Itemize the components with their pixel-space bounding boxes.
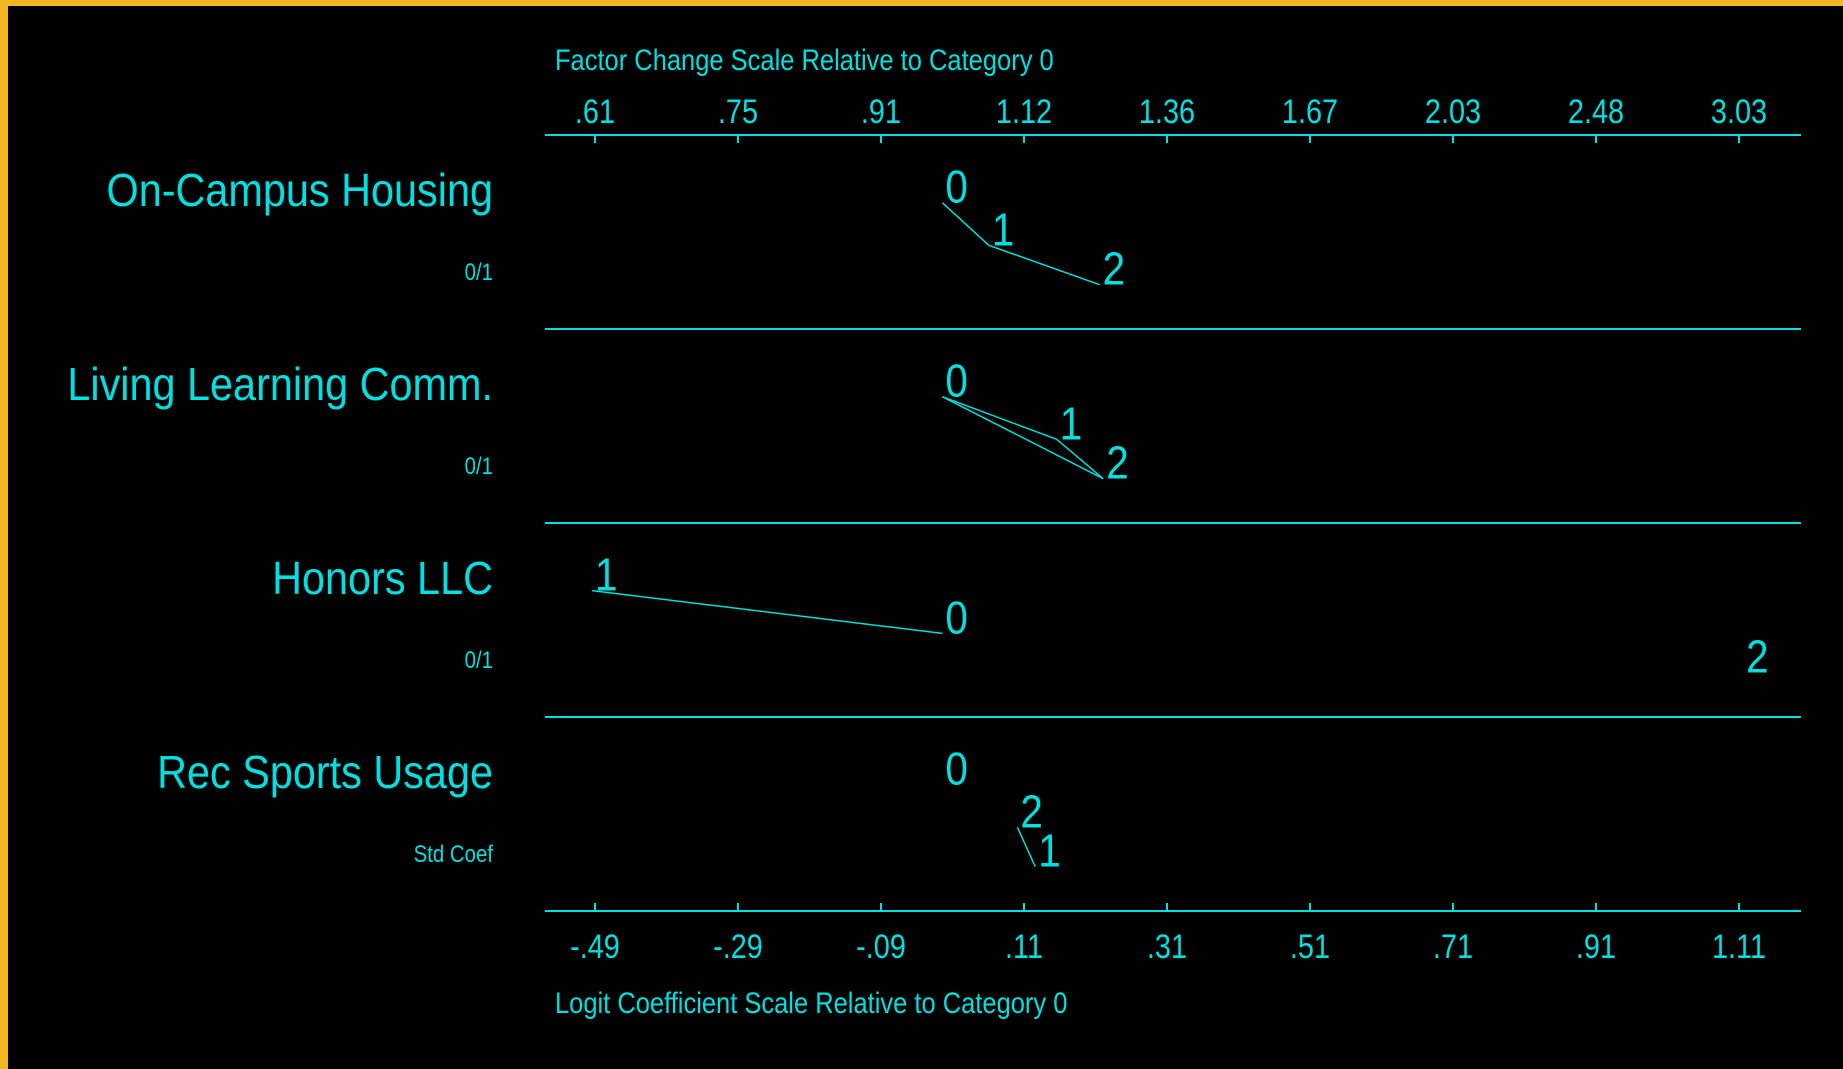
bottom-axis-tick-label: .31 [1147, 927, 1187, 966]
category-point-2: 2 [1020, 787, 1043, 838]
bottom-axis-tick-label: -.09 [856, 927, 906, 966]
top-axis-tick-label: 2.03 [1425, 92, 1481, 131]
category-connector [591, 589, 943, 635]
category-point-2: 2 [1746, 632, 1769, 683]
top-axis-tick-label: .61 [575, 92, 615, 131]
top-axis-title: Factor Change Scale Relative to Category… [555, 43, 1054, 76]
category-point-1: 1 [992, 205, 1015, 256]
bottom-axis-tick-label: 1.11 [1712, 927, 1766, 966]
top-axis-tick-label: 1.36 [1139, 92, 1195, 131]
bottom-axis-tick-label: -.49 [570, 927, 620, 966]
bottom-axis-tick-label: -.29 [713, 927, 763, 966]
category-point-0: 0 [945, 162, 968, 213]
category-point-1: 1 [1060, 399, 1083, 450]
bottom-axis-tick-label: .91 [1576, 927, 1616, 966]
category-connector [988, 244, 1100, 286]
variable-scale-note: 0/1 [465, 646, 493, 673]
bottom-axis-title: Logit Coefficient Scale Relative to Cate… [555, 986, 1067, 1019]
category-point-1: 1 [595, 550, 618, 601]
top-axis-tick-label: .75 [718, 92, 758, 131]
variable-name: Rec Sports Usage [157, 747, 493, 799]
category-connector [942, 396, 1104, 480]
category-connector [942, 395, 1058, 441]
top-axis-tick-label: 3.03 [1711, 92, 1767, 131]
odds-ratio-plot: Factor Change Scale Relative to Category… [67, 43, 1801, 1019]
bottom-axis-tick-label: .11 [1005, 927, 1043, 966]
top-axis-tick-label: 2.48 [1568, 92, 1624, 131]
top-axis-tick-label: 1.12 [996, 92, 1052, 131]
variable-name: Living Learning Comm. [67, 359, 493, 411]
top-axis-tick-label: 1.67 [1282, 92, 1338, 131]
category-point-0: 0 [945, 593, 968, 644]
category-connector [1016, 827, 1036, 867]
category-point-2: 2 [1103, 244, 1126, 295]
bottom-axis-tick-label: .71 [1433, 927, 1473, 966]
variable-name: On-Campus Housing [107, 165, 493, 217]
category-point-1: 1 [1038, 826, 1061, 877]
chart-frame: Factor Change Scale Relative to Category… [8, 6, 1843, 1069]
category-connector [1056, 438, 1104, 480]
category-point-0: 0 [945, 744, 968, 795]
bottom-axis-tick-label: .51 [1290, 927, 1330, 966]
category-point-0: 0 [945, 356, 968, 407]
variable-scale-note: Std Coef [414, 840, 494, 867]
variable-scale-note: 0/1 [465, 452, 493, 479]
category-point-2: 2 [1106, 438, 1129, 489]
variable-scale-note: 0/1 [465, 258, 493, 285]
top-axis-tick-label: .91 [861, 92, 901, 131]
variable-name: Honors LLC [272, 553, 493, 605]
category-connector [941, 202, 990, 246]
